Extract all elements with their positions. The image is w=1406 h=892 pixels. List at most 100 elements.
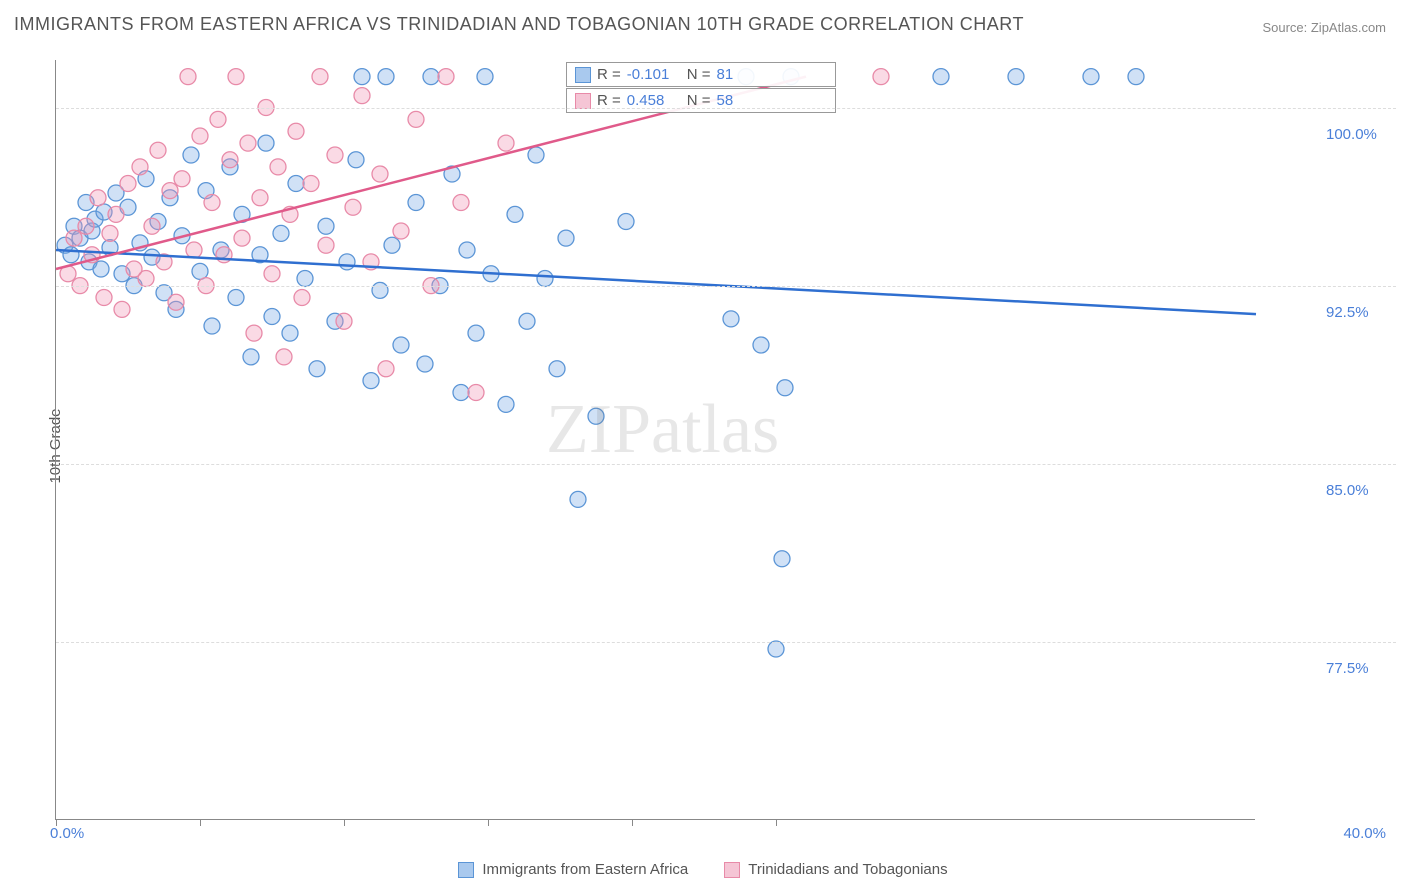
scatter-point (1083, 69, 1099, 85)
scatter-point (327, 147, 343, 163)
scatter-point (204, 318, 220, 334)
y-tick-label: 85.0% (1326, 482, 1369, 499)
scatter-point (933, 69, 949, 85)
scatter-point (228, 290, 244, 306)
grid-line (56, 286, 1396, 287)
scatter-point (252, 190, 268, 206)
scatter-point (183, 147, 199, 163)
scatter-point (618, 214, 634, 230)
legend-swatch-icon (575, 93, 591, 109)
scatter-point (468, 385, 484, 401)
x-tick (488, 819, 489, 826)
scatter-point (312, 69, 328, 85)
scatter-point (93, 261, 109, 277)
scatter-point (570, 491, 586, 507)
scatter-point (276, 349, 292, 365)
scatter-point (210, 111, 226, 127)
scatter-point (192, 263, 208, 279)
scatter-point (120, 176, 136, 192)
scatter-point (264, 266, 280, 282)
scatter-point (498, 396, 514, 412)
scatter-point (549, 361, 565, 377)
scatter-point (192, 128, 208, 144)
n-value: 81 (717, 66, 734, 83)
grid-line (56, 108, 1396, 109)
x-tick (200, 819, 201, 826)
scatter-point (132, 159, 148, 175)
x-axis-max-label: 40.0% (1343, 825, 1386, 842)
chart-title: IMMIGRANTS FROM EASTERN AFRICA VS TRINID… (14, 14, 1024, 35)
scatter-point (777, 380, 793, 396)
scatter-point (354, 69, 370, 85)
scatter-point (309, 361, 325, 377)
scatter-point (144, 218, 160, 234)
scatter-point (873, 69, 889, 85)
scatter-point (363, 373, 379, 389)
legend-label: Trinidadians and Tobagonians (748, 861, 947, 878)
legend-label: Immigrants from Eastern Africa (482, 861, 688, 878)
scatter-point (723, 311, 739, 327)
scatter-point (753, 337, 769, 353)
scatter-point (453, 195, 469, 211)
scatter-point (507, 206, 523, 222)
scatter-point (303, 176, 319, 192)
source-label: Source: ZipAtlas.com (1262, 20, 1386, 35)
y-tick-label: 77.5% (1326, 660, 1369, 677)
stats-legend-row: R =0.458N =58 (566, 88, 836, 113)
scatter-point (162, 183, 178, 199)
scatter-point (378, 361, 394, 377)
scatter-point (408, 111, 424, 127)
scatter-point (459, 242, 475, 258)
plot-area: ZIPatlas R =-0.101N =81R =0.458N =58 100… (55, 60, 1255, 820)
scatter-point (423, 69, 439, 85)
y-tick-label: 92.5% (1326, 304, 1369, 321)
chart-svg (56, 60, 1256, 820)
x-axis-min-label: 0.0% (50, 825, 84, 842)
scatter-point (96, 290, 112, 306)
scatter-point (282, 325, 298, 341)
scatter-point (150, 142, 166, 158)
scatter-point (168, 294, 184, 310)
grid-line (56, 464, 1396, 465)
n-value: 58 (717, 92, 734, 109)
scatter-point (588, 408, 604, 424)
scatter-point (114, 301, 130, 317)
scatter-point (372, 166, 388, 182)
scatter-point (384, 237, 400, 253)
scatter-point (498, 135, 514, 151)
scatter-point (63, 247, 79, 263)
scatter-point (186, 242, 202, 258)
scatter-point (393, 337, 409, 353)
scatter-point (378, 69, 394, 85)
scatter-point (138, 271, 154, 287)
scatter-point (270, 159, 286, 175)
scatter-point (273, 225, 289, 241)
legend-swatch-icon (575, 67, 591, 83)
n-label: N = (687, 66, 711, 83)
chart-container: IMMIGRANTS FROM EASTERN AFRICA VS TRINID… (0, 0, 1406, 892)
scatter-point (78, 218, 94, 234)
scatter-point (90, 190, 106, 206)
scatter-point (354, 88, 370, 104)
scatter-point (1008, 69, 1024, 85)
scatter-point (294, 290, 310, 306)
scatter-point (288, 123, 304, 139)
x-tick (776, 819, 777, 826)
scatter-point (246, 325, 262, 341)
r-value: -0.101 (627, 66, 681, 83)
scatter-point (288, 176, 304, 192)
scatter-point (348, 152, 364, 168)
y-tick-label: 100.0% (1326, 126, 1377, 143)
scatter-point (174, 171, 190, 187)
scatter-point (558, 230, 574, 246)
scatter-point (774, 551, 790, 567)
r-label: R = (597, 66, 621, 83)
scatter-point (336, 313, 352, 329)
r-value: 0.458 (627, 92, 681, 109)
scatter-point (345, 199, 361, 215)
scatter-point (222, 152, 238, 168)
scatter-point (1128, 69, 1144, 85)
stats-legend-row: R = -0.101 N = 81 (566, 62, 836, 87)
bottom-legend: Immigrants from Eastern Africa Trinidadia… (0, 861, 1406, 878)
scatter-point (240, 135, 256, 151)
